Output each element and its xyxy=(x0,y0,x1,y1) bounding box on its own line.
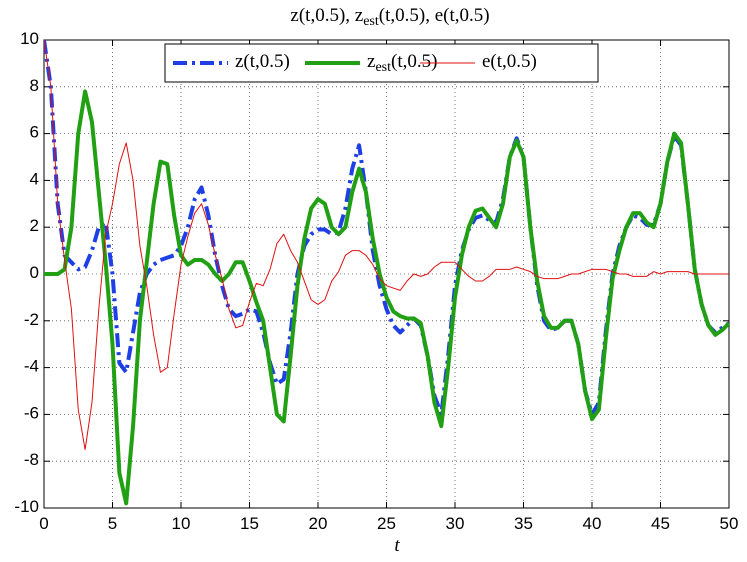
x-axis-label: t xyxy=(394,535,400,556)
y-tick-label: 6 xyxy=(30,123,39,142)
y-tick-label: -10 xyxy=(14,497,39,516)
legend-label: e(t,0.5) xyxy=(482,51,537,72)
x-tick-label: 0 xyxy=(39,514,48,533)
legend-label: zest(t,0.5) xyxy=(367,51,437,75)
x-tick-label: 15 xyxy=(240,514,259,533)
y-tick-label: 8 xyxy=(30,76,39,95)
x-tick-label: 40 xyxy=(583,514,602,533)
y-tick-label: -6 xyxy=(24,404,39,423)
y-tick-label: 0 xyxy=(30,263,39,282)
x-tick-label: 50 xyxy=(720,514,739,533)
x-tick-label: 25 xyxy=(377,514,396,533)
x-tick-label: 5 xyxy=(108,514,117,533)
series-line xyxy=(44,40,729,450)
x-tick-label: 45 xyxy=(651,514,670,533)
y-tick-label: -4 xyxy=(24,357,39,376)
x-tick-label: 30 xyxy=(446,514,465,533)
legend-box xyxy=(164,43,599,83)
legend-label: z(t,0.5) xyxy=(235,51,290,72)
x-tick-label: 10 xyxy=(172,514,191,533)
x-tick-label: 20 xyxy=(309,514,328,533)
y-tick-label: 4 xyxy=(30,170,39,189)
series-line xyxy=(44,89,729,506)
chart-title: z(t,0.5), zest(t,0.5), e(t,0.5) xyxy=(290,5,489,29)
y-tick-label: -8 xyxy=(24,451,39,470)
y-tick-label: -2 xyxy=(24,310,39,329)
series-line xyxy=(44,40,729,417)
x-tick-label: 35 xyxy=(514,514,533,533)
y-tick-label: 10 xyxy=(20,29,39,48)
y-tick-label: 2 xyxy=(30,217,39,236)
